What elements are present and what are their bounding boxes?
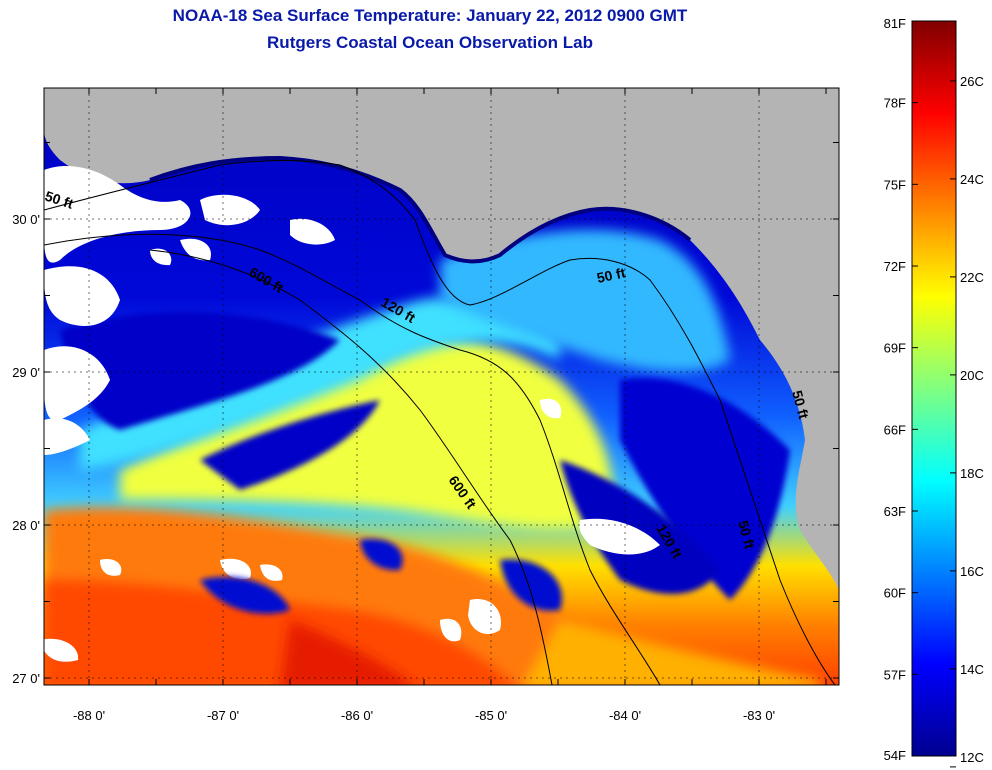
hot-water-region: [44, 580, 515, 685]
bathymetry-contours: [44, 159, 836, 685]
map-subtitle: Rutgers Coastal Ocean Observation Lab: [267, 33, 593, 52]
lon-tick-label: -87 0': [207, 708, 239, 723]
northeast-shelf-water: [440, 229, 730, 372]
contour-label: 50 ft: [735, 519, 758, 551]
lat-tick-label: 28 0': [12, 518, 40, 533]
colorbar-c-label: 22C: [960, 270, 984, 285]
map-frame: [43, 87, 840, 686]
lat-tick-label: 27 0': [12, 671, 40, 686]
colorbar-f-label: 66F: [884, 422, 906, 437]
cold-streak: [560, 460, 720, 594]
colorbar-c-label: 20C: [960, 368, 984, 383]
lon-tick-label: -84 0': [609, 708, 641, 723]
contour-label: 50 ft: [595, 264, 627, 286]
colorbar-c-label: 26C: [960, 74, 984, 89]
axis-labels: -88 0' -87 0' -86 0' -85 0' -84 0' -83 0' 30 0…: [12, 212, 775, 723]
map-grid: [44, 88, 839, 685]
colorbar-f-label: 63F: [884, 504, 906, 519]
colorbar-f-label: 81F: [884, 16, 906, 31]
cold-streak: [620, 378, 790, 600]
colorbar-ticks: [912, 20, 956, 768]
hottest-water-region: [280, 620, 414, 685]
cold-streak: [60, 311, 340, 430]
colorbar: [911, 20, 957, 757]
cyan-band: [80, 297, 560, 470]
colorbar-f-label: 75F: [884, 177, 906, 192]
colorbar-f-label: 57F: [884, 667, 906, 682]
colorbar-c-label: 14C: [960, 662, 984, 677]
lon-tick-label: -88 0': [73, 708, 105, 723]
colorbar-c-label: 18C: [960, 466, 984, 481]
axis-ticks: [44, 88, 839, 685]
lat-tick-label: 29 0': [12, 365, 40, 380]
lon-tick-label: -85 0': [475, 708, 507, 723]
colorbar-labels: 81F 78F 75F 72F 69F 66F 63F 60F 57F 54F 26C 24C 22C 2…: [884, 16, 984, 765]
lon-tick-label: -83 0': [743, 708, 775, 723]
cold-streak: [200, 400, 380, 490]
lat-tick-label: 30 0': [12, 212, 40, 227]
lon-tick-label: -86 0': [341, 708, 373, 723]
colorbar-f-label: 78F: [884, 96, 906, 111]
colorbar-f-label: 54F: [884, 748, 906, 763]
colorbar-c-label: 12C: [960, 750, 984, 765]
southeast-warm-patch: [522, 620, 820, 685]
colorbar-f-label: 72F: [884, 259, 906, 274]
map-title: NOAA-18 Sea Surface Temperature: January…: [172, 6, 688, 25]
colorbar-f-label: 60F: [884, 586, 906, 601]
colorbar-f-label: 69F: [884, 341, 906, 356]
contour-label: 50 ft: [789, 389, 812, 421]
colorbar-c-label: 16C: [960, 564, 984, 579]
colorbar-c-label: 24C: [960, 172, 984, 187]
